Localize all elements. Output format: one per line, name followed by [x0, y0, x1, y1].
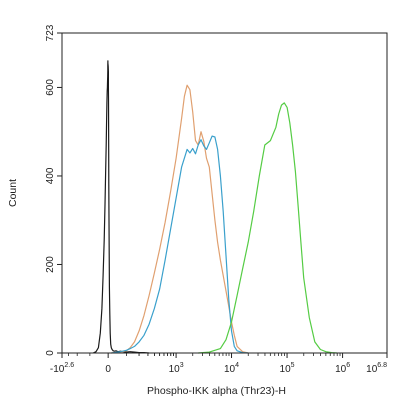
- x-tick-label: 105: [280, 362, 295, 375]
- x-tick-label: 106: [335, 362, 350, 375]
- histogram-series-4: [198, 102, 338, 354]
- x-axis-title: Phospho-IKK alpha (Thr23)-H: [147, 385, 286, 397]
- histogram-series-2: [111, 84, 249, 354]
- x-tick-label: -102.6: [50, 362, 74, 375]
- ticks-layer: 0 200 400 600 723 -102.6 0 103 104 105 106 106.8: [45, 24, 388, 375]
- x-tick-label: 104: [224, 362, 239, 375]
- y-axis-title: Count: [7, 179, 19, 207]
- y-tick-label: 400: [45, 167, 56, 184]
- y-tick-label: 200: [45, 256, 56, 273]
- plot-frame: [61, 32, 388, 354]
- histogram-series-3: [111, 135, 249, 354]
- y-tick-label: 0: [45, 350, 56, 356]
- x-tick-label: 103: [169, 362, 184, 375]
- x-tick-label: 106.8: [366, 362, 387, 375]
- y-tick-label: 600: [45, 79, 56, 96]
- x-tick-label: 0: [105, 364, 111, 375]
- y-tick-label: 723: [45, 24, 56, 41]
- series-layer: [92, 60, 338, 354]
